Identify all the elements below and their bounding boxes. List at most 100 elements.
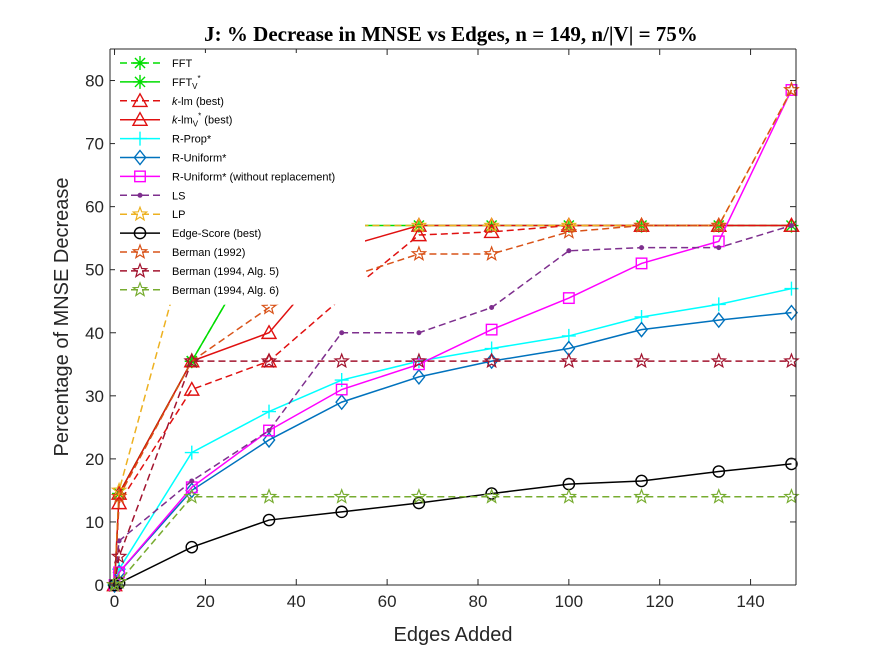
legend-label: R-Prop* (172, 134, 212, 146)
data-point (260, 298, 278, 315)
legend-entry: R-Uniform* (without replacement) (120, 170, 335, 183)
data-point (633, 352, 650, 369)
legend-entry: Berman (1992) (120, 243, 245, 260)
series-line (113, 89, 793, 586)
data-point (339, 330, 345, 336)
data-point (266, 428, 272, 434)
data-point (116, 538, 122, 544)
legend-label: Edge-Score (best) (172, 228, 261, 240)
x-tick-label: 100 (555, 592, 583, 611)
data-point (716, 245, 722, 251)
series-line (113, 89, 793, 586)
legend-marker (131, 262, 149, 278)
data-point (410, 245, 428, 261)
data-point (710, 352, 728, 369)
data-point (112, 576, 126, 590)
legend-entry: R-Uniform* (120, 149, 227, 166)
data-point (262, 513, 276, 527)
data-point (183, 352, 200, 368)
data-point (183, 381, 200, 396)
data-point (260, 488, 278, 504)
series-line (114, 495, 792, 586)
series-line (113, 311, 792, 586)
legend: FFT FFTV* k-lm (best) k-lmV* (best) R-Prop* R… (115, 53, 365, 305)
y-tick-label: 80 (85, 72, 104, 91)
data-point (566, 248, 572, 254)
legend-label: R-Uniform* (172, 153, 227, 165)
data-point (184, 445, 199, 460)
legend-marker (133, 149, 147, 166)
series-line (114, 463, 792, 586)
legend-label: LP (172, 209, 185, 221)
legend-label: R-Uniform* (without replacement) (172, 171, 335, 183)
data-point (711, 297, 726, 312)
data-point (410, 488, 428, 504)
y-tick-label: 50 (85, 261, 104, 280)
legend-marker (134, 170, 146, 183)
data-point (416, 330, 422, 336)
y-tick-label: 30 (85, 387, 104, 406)
data-point (189, 478, 195, 484)
data-point (489, 305, 495, 311)
legend-entry: Berman (1994, Alg. 6) (120, 281, 279, 297)
legend-entry: LP (120, 205, 185, 222)
chart-title: J: % Decrease in MNSE vs Edges, n = 149,… (204, 22, 698, 46)
legend-label: FFTV* (172, 74, 201, 91)
y-tick-label: 60 (85, 198, 104, 217)
legend-label: FFT (172, 58, 192, 70)
legend-label: Berman (1992) (172, 247, 245, 259)
series-line (113, 360, 792, 586)
legend-label: Berman (1994, Alg. 5) (172, 266, 279, 278)
data-point (262, 431, 276, 449)
data-point (562, 292, 575, 305)
y-tick-label: 40 (85, 324, 104, 343)
data-point (633, 216, 650, 233)
x-tick-label: 0 (110, 592, 119, 611)
legend-label: k-lmV* (best) (172, 112, 232, 129)
data-point (788, 223, 794, 229)
x-tick-label: 40 (287, 592, 306, 611)
data-point (335, 394, 349, 411)
data-point (485, 323, 498, 336)
data-point (483, 216, 500, 233)
data-point (639, 245, 645, 251)
data-point (410, 216, 428, 233)
x-tick-label: 140 (736, 592, 764, 611)
data-point (183, 488, 201, 504)
x-tick-label: 60 (378, 592, 397, 611)
legend-entry: k-lmV* (best) (120, 111, 232, 129)
y-tick-label: 10 (85, 513, 104, 532)
data-point (635, 321, 649, 338)
data-point (633, 488, 650, 504)
legend-marker (131, 111, 149, 126)
legend-marker (131, 92, 149, 108)
data-point (635, 257, 648, 270)
data-point (412, 358, 425, 371)
data-point (712, 465, 726, 478)
legend-entry: Berman (1994, Alg. 5) (120, 262, 279, 278)
data-point (185, 540, 199, 554)
data-point (260, 352, 278, 369)
legend-entry: FFT (120, 56, 192, 70)
data-point (483, 488, 500, 504)
data-point (560, 352, 578, 369)
data-point (262, 404, 277, 419)
legend-marker (131, 281, 149, 297)
data-point (333, 488, 350, 504)
x-tick-label: 20 (196, 592, 215, 611)
data-point (710, 488, 728, 504)
series-7 (112, 223, 794, 588)
legend-marker (133, 56, 147, 70)
data-point (784, 304, 798, 321)
data-point (110, 547, 128, 564)
legend-box (115, 53, 365, 305)
data-point (110, 481, 128, 498)
legend-marker (133, 226, 147, 240)
y-tick-label: 0 (95, 576, 104, 595)
data-point (783, 217, 800, 232)
data-point (110, 488, 128, 504)
legend-entry: LS (120, 190, 185, 202)
legend-label: LS (172, 190, 185, 202)
data-point (560, 223, 578, 239)
